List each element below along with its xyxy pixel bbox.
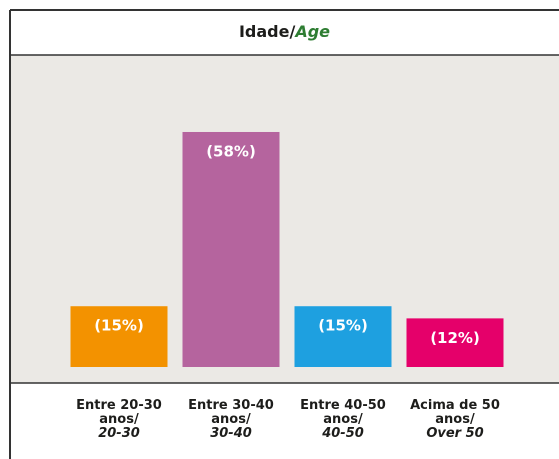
- x-tick-label: Acima de 50 anos/Over 50: [399, 399, 511, 441]
- x-tick-label: Entre 30-40 anos/30-40: [175, 399, 287, 441]
- x-tick-label: Entre 40-50 anos/40-50: [287, 399, 399, 441]
- title-en: Age: [295, 22, 331, 41]
- value-label: (15%): [94, 317, 144, 335]
- category-en: Over 50: [426, 426, 484, 441]
- value-label: (15%): [318, 317, 368, 335]
- bar: [70, 306, 168, 367]
- bar: [182, 131, 280, 367]
- category-pt: Acima de 50 anos/: [410, 398, 500, 427]
- category-en: 30-40: [210, 426, 252, 441]
- category-en: 20-30: [98, 426, 140, 441]
- bar: [406, 318, 504, 367]
- bar: [294, 306, 392, 367]
- title-pt: Idade/: [238, 22, 296, 41]
- value-label: (12%): [430, 329, 480, 347]
- category-pt: Entre 20-30 anos/: [76, 398, 162, 427]
- chart-title: Idade/Age: [10, 22, 559, 41]
- category-pt: Entre 30-40 anos/: [188, 398, 274, 427]
- value-label: (58%): [206, 142, 256, 160]
- x-tick-label: Entre 20-30 anos/20-30: [63, 399, 175, 441]
- category-pt: Entre 40-50 anos/: [300, 398, 386, 427]
- category-en: 40-50: [322, 426, 364, 441]
